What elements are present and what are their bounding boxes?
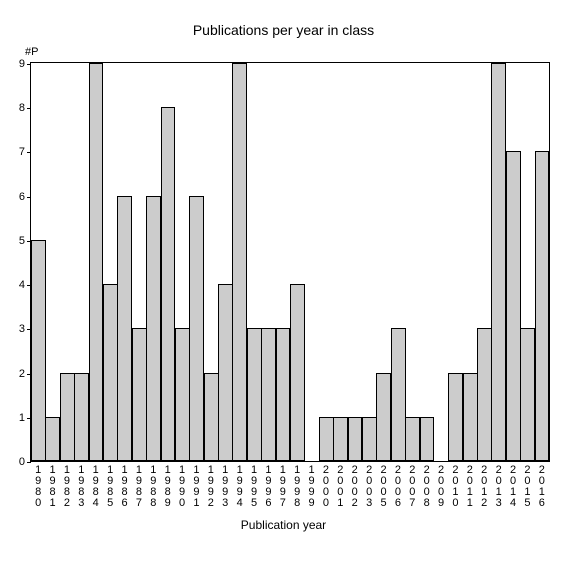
y-tick: 1 bbox=[19, 412, 31, 424]
x-tick: 2003 bbox=[362, 461, 376, 509]
x-tick: 2005 bbox=[376, 461, 390, 509]
bar bbox=[103, 284, 118, 461]
bar bbox=[74, 373, 89, 461]
bar bbox=[420, 417, 435, 461]
x-tick: 2001 bbox=[333, 461, 347, 509]
x-tick: 1998 bbox=[290, 461, 304, 509]
y-tick: 3 bbox=[19, 323, 31, 335]
bar bbox=[204, 373, 219, 461]
bar bbox=[175, 328, 190, 461]
x-tick: 2013 bbox=[491, 461, 505, 509]
plot-area: 0123456789198019811982198319841985198619… bbox=[30, 62, 550, 462]
bar bbox=[218, 284, 233, 461]
bar bbox=[491, 63, 506, 461]
x-tick: 1981 bbox=[45, 461, 59, 509]
bar bbox=[276, 328, 291, 461]
x-tick: 2010 bbox=[448, 461, 462, 509]
bar bbox=[362, 417, 377, 461]
y-tick: 7 bbox=[19, 146, 31, 158]
x-tick: 1990 bbox=[175, 461, 189, 509]
bar bbox=[333, 417, 348, 461]
bar bbox=[463, 373, 478, 461]
x-tick: 2016 bbox=[535, 461, 549, 509]
bar bbox=[535, 151, 550, 461]
x-tick: 2012 bbox=[477, 461, 491, 509]
publications-chart: Publications per year in class #P 012345… bbox=[0, 0, 567, 567]
bar bbox=[146, 196, 161, 461]
bar bbox=[132, 328, 147, 461]
bar bbox=[60, 373, 75, 461]
x-tick: 1986 bbox=[117, 461, 131, 509]
bar bbox=[117, 196, 132, 461]
bar bbox=[477, 328, 492, 461]
x-tick: 1993 bbox=[218, 461, 232, 509]
x-tick: 1985 bbox=[103, 461, 117, 509]
x-tick: 2014 bbox=[506, 461, 520, 509]
x-tick: 2006 bbox=[391, 461, 405, 509]
bar bbox=[31, 240, 46, 461]
x-tick: 2000 bbox=[319, 461, 333, 509]
bar bbox=[520, 328, 535, 461]
bar bbox=[506, 151, 521, 461]
x-tick: 1991 bbox=[189, 461, 203, 509]
y-tick: 0 bbox=[19, 456, 31, 468]
x-tick: 1994 bbox=[232, 461, 246, 509]
x-tick: 2008 bbox=[420, 461, 434, 509]
x-tick: 1982 bbox=[60, 461, 74, 509]
bar bbox=[348, 417, 363, 461]
x-tick: 1996 bbox=[261, 461, 275, 509]
x-tick: 1999 bbox=[304, 461, 318, 509]
bar bbox=[391, 328, 406, 461]
x-tick: 1997 bbox=[276, 461, 290, 509]
bar bbox=[319, 417, 334, 461]
x-tick: 1980 bbox=[31, 461, 45, 509]
x-tick: 1984 bbox=[89, 461, 103, 509]
bar bbox=[261, 328, 276, 461]
bar bbox=[89, 63, 104, 461]
y-axis-label: #P bbox=[25, 46, 38, 58]
y-tick: 9 bbox=[19, 58, 31, 70]
x-tick: 1989 bbox=[161, 461, 175, 509]
x-tick: 2002 bbox=[348, 461, 362, 509]
x-tick: 1983 bbox=[74, 461, 88, 509]
bar bbox=[45, 417, 60, 461]
x-tick: 2011 bbox=[463, 461, 477, 509]
x-tick: 1987 bbox=[132, 461, 146, 509]
chart-title: Publications per year in class bbox=[0, 22, 567, 38]
bar bbox=[161, 107, 176, 461]
bar bbox=[376, 373, 391, 461]
y-tick: 6 bbox=[19, 191, 31, 203]
x-axis-label: Publication year bbox=[0, 518, 567, 532]
y-tick: 8 bbox=[19, 102, 31, 114]
bar bbox=[290, 284, 305, 461]
bar bbox=[232, 63, 247, 461]
x-tick: 1988 bbox=[146, 461, 160, 509]
y-tick: 2 bbox=[19, 368, 31, 380]
x-tick: 1992 bbox=[204, 461, 218, 509]
x-tick: 1995 bbox=[247, 461, 261, 509]
y-tick: 4 bbox=[19, 279, 31, 291]
bar bbox=[247, 328, 262, 461]
x-tick: 2009 bbox=[434, 461, 448, 509]
bar bbox=[405, 417, 420, 461]
x-tick: 2007 bbox=[405, 461, 419, 509]
bar bbox=[189, 196, 204, 461]
x-tick: 2015 bbox=[520, 461, 534, 509]
bar bbox=[448, 373, 463, 461]
y-tick: 5 bbox=[19, 235, 31, 247]
